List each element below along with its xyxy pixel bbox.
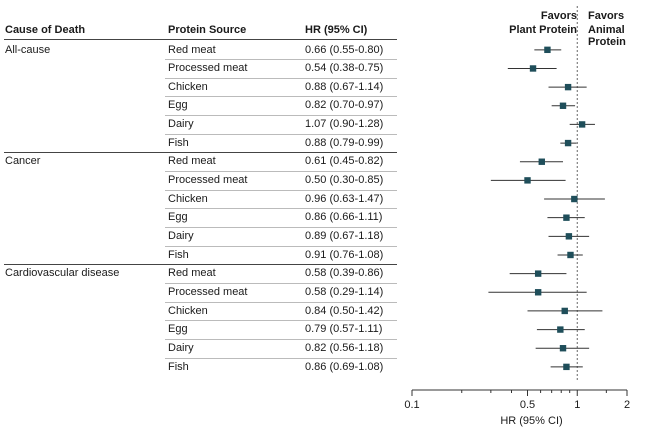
hr-marker <box>538 158 545 165</box>
column-header-hr: HR (95% CI) <box>305 24 368 36</box>
row-separator <box>165 115 397 117</box>
hr-marker <box>564 139 572 147</box>
row-separator <box>165 227 397 228</box>
hr-ci-label: 0.50 (0.30-0.85) <box>305 174 384 187</box>
favors-animal-label-line2: Animal Protein <box>588 24 626 48</box>
row-separator <box>165 338 397 340</box>
protein-source-label: Red meat <box>168 43 216 56</box>
column-header-source: Protein Source <box>168 24 247 36</box>
hr-ci-label: 0.89 (0.67-1.18) <box>305 230 384 242</box>
hr-ci-label: 0.61 (0.45-0.82) <box>305 155 384 168</box>
cause-label: Cancer <box>5 155 41 168</box>
x-axis-title: HR (95% CI) <box>500 415 562 427</box>
protein-source-label: Dairy <box>168 230 194 242</box>
protein-source-label: Chicken <box>168 304 208 317</box>
column-header-cause: Cause of Death <box>5 24 86 36</box>
row-separator <box>165 96 397 98</box>
hr-ci-label: 1.07 (0.90-1.28) <box>305 118 384 131</box>
hr-marker <box>524 177 531 184</box>
hr-ci-label: 0.88 (0.79-0.99) <box>305 136 384 149</box>
protein-source-label: Chicken <box>168 80 208 93</box>
hr-marker <box>559 345 567 352</box>
protein-source-label: Egg <box>168 323 188 336</box>
hr-ci-label: 0.66 (0.55-0.80) <box>305 43 384 56</box>
hr-ci-label: 0.58 (0.29-1.14) <box>305 285 384 298</box>
header-rule <box>4 38 397 40</box>
favors-animal-label-line1: Favors <box>588 10 625 22</box>
hr-marker <box>559 102 567 109</box>
hr-marker <box>567 251 574 259</box>
row-separator <box>165 77 397 79</box>
row-separator <box>165 133 397 135</box>
hr-marker <box>529 65 537 72</box>
protein-source-label: Red meat <box>168 155 216 168</box>
row-separator <box>165 320 397 322</box>
protein-source-label: Processed meat <box>168 174 248 187</box>
row-separator <box>165 301 397 303</box>
protein-source-label: Chicken <box>168 192 208 205</box>
hr-marker <box>534 289 542 296</box>
row-separator <box>165 171 397 173</box>
protein-source-label: Fish <box>168 248 189 261</box>
hr-ci-label: 0.54 (0.38-0.75) <box>305 62 384 75</box>
hr-ci-label: 0.88 (0.67-1.14) <box>305 80 384 93</box>
hr-ci-label: 0.86 (0.69-1.08) <box>305 360 384 373</box>
group-separator <box>4 152 397 154</box>
protein-source-label: Dairy <box>168 118 194 131</box>
hr-ci-label: 0.82 (0.56-1.18) <box>305 341 384 354</box>
x-tick-label: 2 <box>624 399 630 411</box>
hr-ci-label: 0.58 (0.39-0.86) <box>305 267 384 280</box>
hr-marker <box>557 326 564 333</box>
x-tick-label: 1 <box>574 399 580 411</box>
hr-marker <box>565 233 573 240</box>
hr-ci-label: 0.86 (0.66-1.11) <box>305 211 383 224</box>
hr-marker <box>564 83 572 91</box>
protein-source-label: Fish <box>168 360 189 373</box>
protein-source-label: Dairy <box>168 341 194 354</box>
protein-source-label: Egg <box>168 99 188 112</box>
x-tick-label: 0.5 <box>520 399 535 411</box>
hr-ci-label: 0.96 (0.63-1.47) <box>305 192 384 205</box>
hr-ci-label: 0.79 (0.57-1.11) <box>305 323 383 336</box>
hr-ci-label: 0.82 (0.70-0.97) <box>305 99 384 112</box>
protein-source-label: Fish <box>168 136 189 149</box>
hr-marker <box>544 46 551 54</box>
cause-label: All-cause <box>5 43 51 56</box>
hr-marker <box>578 121 586 128</box>
x-tick-label: 0.1 <box>404 399 419 411</box>
row-separator <box>165 357 397 359</box>
favors-plant-label-line1: Favors <box>540 10 577 22</box>
hr-marker <box>563 363 570 371</box>
hr-marker <box>561 307 568 315</box>
row-separator <box>165 245 397 247</box>
row-separator <box>165 282 397 284</box>
row-separator <box>165 208 397 210</box>
protein-source-label: Egg <box>168 211 188 224</box>
protein-source-label: Red meat <box>168 267 216 280</box>
cause-label: Cardiovascular disease <box>5 267 120 280</box>
hr-marker <box>563 214 570 221</box>
protein-source-label: Processed meat <box>168 285 248 298</box>
hr-ci-label: 0.91 (0.76-1.08) <box>305 248 384 261</box>
protein-source-label: Processed meat <box>168 62 248 75</box>
group-separator <box>4 264 397 266</box>
hr-marker <box>534 270 542 277</box>
row-separator <box>165 189 397 191</box>
row-separator <box>165 59 397 61</box>
hr-marker <box>571 195 578 203</box>
favors-plant-label-line2: Plant Protein <box>509 24 577 36</box>
hr-ci-label: 0.84 (0.50-1.42) <box>305 304 384 317</box>
